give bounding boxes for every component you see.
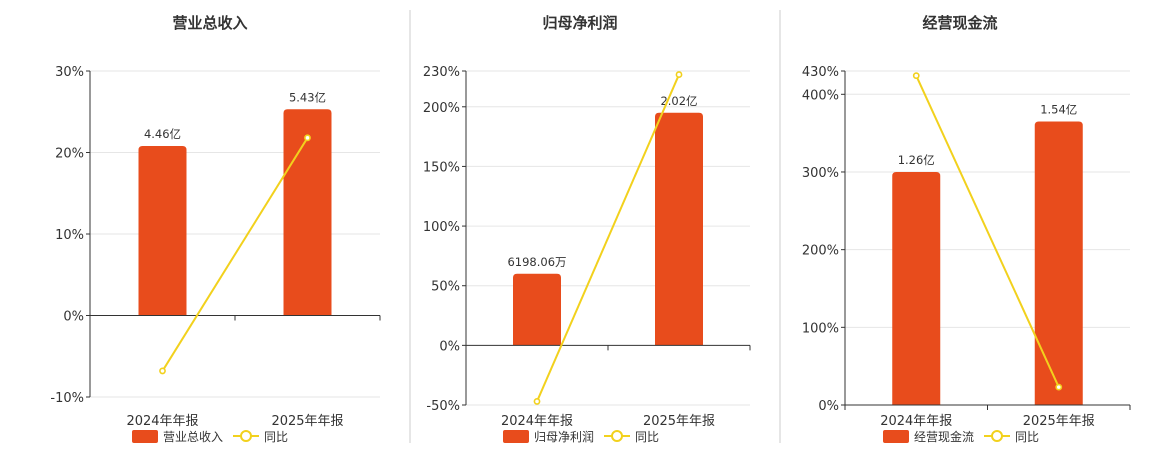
chart-title: 经营现金流 [922, 14, 997, 32]
legend-bar-label: 归母净利润 [534, 430, 594, 444]
yoy-point [1055, 383, 1063, 391]
y-tick-label: 300% [802, 166, 839, 181]
y-tick-label: -50% [426, 399, 460, 414]
category-label: 2024年年报 [501, 414, 573, 429]
chart-3: 经营现金流 0% 100% 200% 300% 400% 430% 1.26亿 1.54亿 202… [802, 14, 1131, 444]
legend-line-label: 同比 [264, 430, 288, 444]
bar [892, 171, 941, 405]
bar-data-label: 1.26亿 [898, 153, 935, 167]
yoy-point [159, 367, 166, 375]
y-tick-label: 30% [55, 65, 84, 80]
yoy-line [536, 74, 680, 402]
bar [138, 145, 187, 316]
y-tick-label: 100% [423, 220, 460, 235]
legend-line-label: 同比 [1015, 430, 1039, 444]
yoy-line [915, 75, 1060, 388]
category-label: 2025年年报 [271, 414, 343, 429]
chart-1: 营业总收入 -10% 0% 10% 20% 30% 4.46亿 5.43亿 2024年年报 202… [50, 14, 381, 444]
bar [283, 109, 332, 316]
y-tick-label: 0% [63, 310, 84, 325]
y-tick-label: 50% [431, 280, 460, 295]
y-tick-label: 0% [439, 339, 460, 354]
y-tick-label: 400% [802, 88, 839, 103]
category-label: 2025年年报 [643, 414, 715, 429]
y-tick-label: 100% [802, 321, 839, 336]
y-tick-label: 230% [423, 65, 460, 80]
chart-title: 营业总收入 [172, 14, 247, 32]
y-tick-label: 0% [818, 399, 839, 414]
legend-line-marker [991, 430, 1003, 442]
legend-bar-swatch [883, 430, 909, 443]
yoy-point [533, 398, 541, 405]
legend-bar-label: 经营现金流 [914, 429, 974, 444]
legend-bar-label: 营业总收入 [163, 430, 223, 444]
y-tick-label: -10% [50, 391, 84, 406]
category-label: 2024年年报 [880, 414, 952, 429]
yoy-point [675, 71, 683, 78]
legend-line-marker [611, 430, 623, 442]
y-tick-label: 150% [423, 160, 460, 175]
bar [513, 273, 561, 346]
legend-bar-swatch [132, 430, 158, 443]
yoy-line [161, 137, 309, 372]
legend-line-marker [240, 430, 252, 442]
yoy-point [304, 134, 311, 142]
category-label: 2024年年报 [126, 414, 198, 429]
y-tick-label: 20% [55, 147, 84, 162]
bar-data-label: 5.43亿 [289, 90, 326, 104]
bar-data-label: 1.54亿 [1040, 102, 1077, 116]
legend-line-label: 同比 [635, 430, 659, 444]
bar-data-label: 6198.06万 [507, 255, 566, 269]
bar [655, 112, 703, 346]
y-tick-label: 430% [802, 65, 839, 80]
bar [1034, 121, 1083, 405]
chart-2: 归母净利润-50%0%50%100%150%200%230%6198.06万2.… [423, 14, 751, 444]
category-label: 2025年年报 [1023, 414, 1095, 429]
yoy-point [912, 72, 920, 80]
chart-title: 归母净利润 [542, 14, 617, 32]
y-tick-label: 200% [423, 101, 460, 116]
y-tick-label: 10% [55, 228, 84, 243]
legend-bar-swatch [503, 430, 529, 443]
bar-data-label: 4.46亿 [144, 127, 181, 141]
y-tick-label: 200% [802, 244, 839, 259]
